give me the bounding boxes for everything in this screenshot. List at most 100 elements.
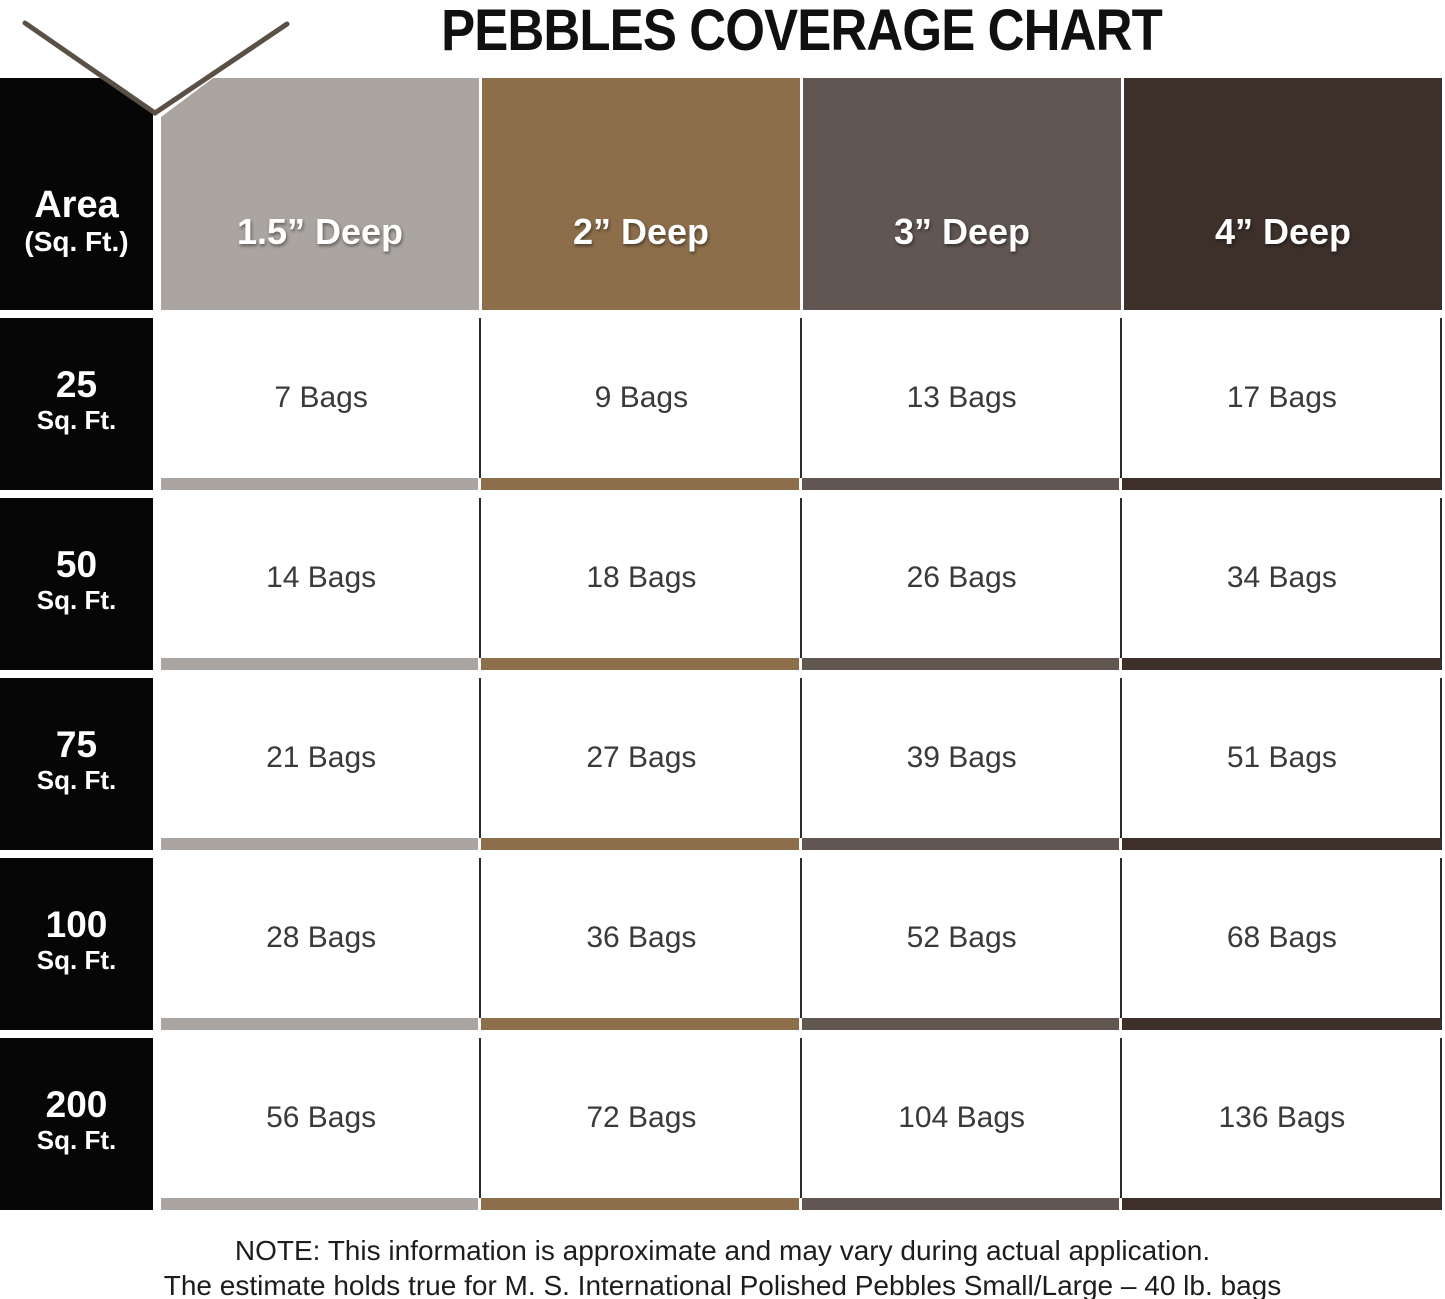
depth-header-label: 4” Deep: [1214, 211, 1352, 252]
data-cell: 28 Bags: [161, 858, 482, 1030]
bags-value: 56 Bags: [266, 1101, 377, 1134]
table-header-row: Area (Sq. Ft.) 1.5” Deep 2” Deep 3” Deep 4”…: [0, 78, 1445, 310]
column-color-strip: [161, 478, 479, 490]
column-divider-line: [1119, 858, 1122, 1018]
area-header-subtitle: (Sq. Ft.): [24, 226, 129, 257]
column-divider-line: [1440, 858, 1442, 1018]
footnote-line-1: NOTE: This information is approximate an…: [234, 1235, 1211, 1266]
footnote: NOTE: This information is approximate an…: [0, 1233, 1445, 1299]
row-data-cells: 7 Bags 9 Bags 13 Bags 17 Bags: [161, 318, 1442, 490]
data-cell: 136 Bags: [1121, 1038, 1442, 1210]
row-area-unit: Sq. Ft.: [36, 945, 117, 975]
row-area-unit: Sq. Ft.: [36, 405, 117, 435]
column-divider-line: [479, 498, 482, 658]
row-data-cells: 14 Bags 18 Bags 26 Bags 34 Bags: [161, 498, 1442, 670]
column-color-strip: [1121, 478, 1442, 490]
column-color-strip: [481, 1018, 799, 1030]
column-color-strip: [481, 838, 799, 850]
column-color-strip: [801, 1018, 1119, 1030]
bags-value: 72 Bags: [586, 1101, 697, 1134]
data-cell: 14 Bags: [161, 498, 482, 670]
bags-value: 39 Bags: [906, 741, 1017, 774]
column-divider-line: [479, 858, 482, 1018]
data-cell: 7 Bags: [161, 318, 482, 490]
bags-value: 9 Bags: [594, 381, 689, 414]
column-divider-line: [1440, 318, 1442, 478]
column-color-strip: [161, 658, 479, 670]
area-header-title: Area: [34, 184, 119, 226]
column-divider-line: [1440, 498, 1442, 658]
column-divider-line: [1119, 498, 1122, 658]
data-cell: 9 Bags: [481, 318, 802, 490]
row-label-cell: 100 Sq. Ft.: [0, 858, 153, 1030]
data-cell: 68 Bags: [1121, 858, 1442, 1030]
bags-value: 68 Bags: [1226, 921, 1337, 954]
footnote-line-2: The estimate holds true for M. S. Intern…: [163, 1270, 1282, 1299]
data-cell: 51 Bags: [1121, 678, 1442, 850]
depth-header-label: 3” Deep: [893, 211, 1031, 252]
data-cell: 17 Bags: [1121, 318, 1442, 490]
column-color-strip: [1121, 1198, 1442, 1210]
area-header-text: Area (Sq. Ft.): [24, 184, 128, 258]
data-cell: 104 Bags: [801, 1038, 1122, 1210]
data-cell: 13 Bags: [801, 318, 1122, 490]
data-cell: 39 Bags: [801, 678, 1122, 850]
column-color-strip: [161, 1018, 479, 1030]
bags-value: 27 Bags: [586, 741, 697, 774]
column-color-strip: [801, 838, 1119, 850]
column-color-strip: [481, 478, 799, 490]
bags-value: 18 Bags: [586, 561, 697, 594]
table-row-50-sqft: 50 Sq. Ft. 14 Bags 18 Bags 26 Bags 34 Bags: [0, 498, 1445, 670]
table-row-200-sqft: 200 Sq. Ft. 56 Bags 72 Bags 104 Bags 136 Bags: [0, 1038, 1445, 1210]
column-color-strip: [481, 1198, 799, 1210]
column-divider-line: [799, 858, 802, 1018]
column-divider-line: [1440, 1038, 1442, 1198]
data-cell: 72 Bags: [481, 1038, 802, 1210]
depth-header-label: 1.5” Deep: [236, 211, 404, 252]
column-color-strip: [481, 658, 799, 670]
depth-header-cell-2: 2” Deep: [482, 78, 800, 310]
row-label-cell: 200 Sq. Ft.: [0, 1038, 153, 1210]
row-label-cell: 75 Sq. Ft.: [0, 678, 153, 850]
row-area-value: 25: [55, 364, 98, 405]
data-cell: 27 Bags: [481, 678, 802, 850]
data-cell: 52 Bags: [801, 858, 1122, 1030]
column-divider-line: [799, 678, 802, 838]
row-area-unit: Sq. Ft.: [36, 585, 117, 615]
column-color-strip: [161, 1198, 479, 1210]
column-color-strip: [801, 478, 1119, 490]
bags-value: 136 Bags: [1218, 1101, 1346, 1134]
column-divider-line: [799, 1038, 802, 1198]
bags-value: 28 Bags: [266, 921, 377, 954]
column-divider-line: [1119, 318, 1122, 478]
depth-header-cell-1: 1.5” Deep: [161, 78, 479, 310]
bags-value: 13 Bags: [906, 381, 1017, 414]
msi-v-logo-icon: [22, 20, 290, 117]
data-cell: 34 Bags: [1121, 498, 1442, 670]
bags-value: 7 Bags: [274, 381, 368, 414]
column-color-strip: [801, 658, 1119, 670]
column-divider-line: [1119, 1038, 1122, 1198]
table-body: 25 Sq. Ft. 7 Bags 9 Bags 13 Bags 17 Bags 50 Sq.…: [0, 318, 1445, 1218]
bags-value: 52 Bags: [906, 921, 1017, 954]
column-color-strip: [161, 838, 479, 850]
data-cell: 21 Bags: [161, 678, 482, 850]
row-area-unit: Sq. Ft.: [36, 1125, 117, 1155]
column-color-strip: [1121, 658, 1442, 670]
column-divider-line: [1440, 678, 1442, 838]
area-header-cell: Area (Sq. Ft.): [0, 78, 153, 310]
column-divider-line: [1119, 678, 1122, 838]
row-area-value: 100: [45, 904, 108, 945]
row-area-value: 50: [55, 544, 98, 585]
data-cell: 36 Bags: [481, 858, 802, 1030]
column-color-strip: [1121, 838, 1442, 850]
bags-value: 17 Bags: [1226, 381, 1337, 414]
row-data-cells: 28 Bags 36 Bags 52 Bags 68 Bags: [161, 858, 1442, 1030]
row-data-cells: 21 Bags 27 Bags 39 Bags 51 Bags: [161, 678, 1442, 850]
depth-header-cell-3: 3” Deep: [803, 78, 1121, 310]
bags-value: 14 Bags: [266, 561, 377, 594]
row-area-value: 75: [55, 724, 98, 765]
table-row-75-sqft: 75 Sq. Ft. 21 Bags 27 Bags 39 Bags 51 Bags: [0, 678, 1445, 850]
row-area-value: 200: [45, 1084, 108, 1125]
bags-value: 104 Bags: [898, 1101, 1026, 1134]
